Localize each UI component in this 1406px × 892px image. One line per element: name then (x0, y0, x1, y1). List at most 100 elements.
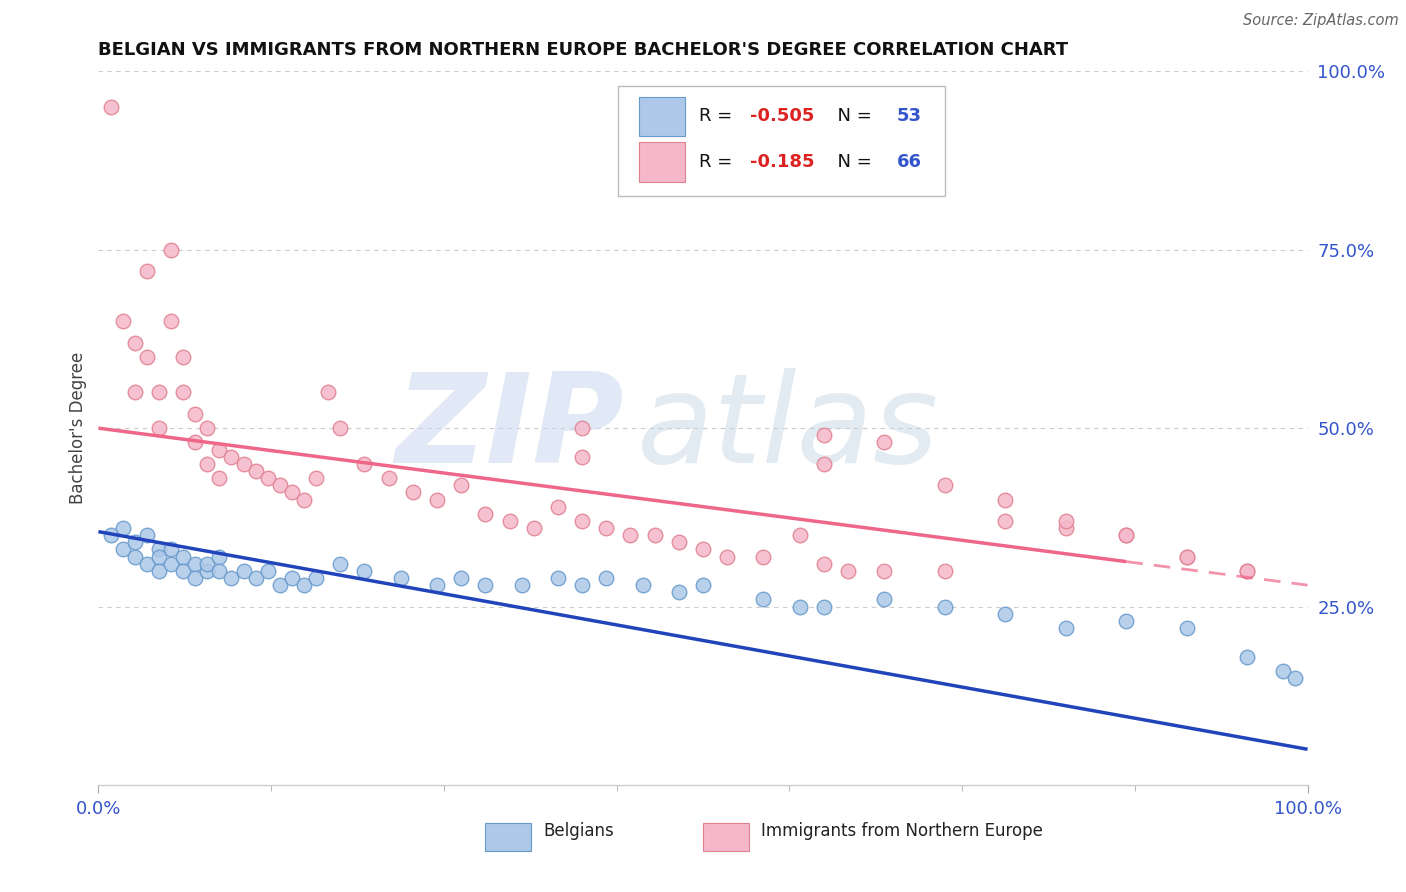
Point (281, 571, 304, 585)
Point (184, 407, 207, 421)
Point (873, 564, 896, 578)
Point (571, 514, 593, 528)
Point (934, 478, 956, 492)
Point (547, 500, 569, 514)
Point (353, 564, 375, 578)
Point (571, 450, 593, 464)
Text: Source: ZipAtlas.com: Source: ZipAtlas.com (1243, 13, 1399, 29)
Text: 66: 66 (897, 153, 921, 171)
Point (232, 457, 254, 471)
Point (994, 492, 1017, 507)
Text: R =: R = (699, 107, 738, 125)
Point (474, 507, 496, 521)
Point (450, 571, 472, 585)
Bar (638, 143, 685, 182)
Point (1115, 528, 1137, 542)
Text: 53: 53 (897, 107, 921, 125)
Point (124, 335, 146, 350)
Point (1236, 649, 1258, 664)
Point (692, 542, 714, 557)
Point (100, 528, 122, 542)
Point (1175, 621, 1198, 635)
Point (292, 578, 315, 592)
Point (221, 571, 243, 585)
Point (148, 421, 170, 435)
Point (221, 450, 243, 464)
Bar (703, 823, 749, 851)
FancyBboxPatch shape (619, 86, 945, 196)
Point (934, 564, 956, 578)
Point (752, 549, 775, 564)
Point (195, 557, 218, 571)
Point (208, 549, 231, 564)
Point (813, 457, 835, 471)
Point (1115, 528, 1137, 542)
Point (195, 564, 218, 578)
Point (1054, 521, 1077, 535)
Point (1054, 621, 1077, 635)
Point (135, 350, 157, 364)
Point (994, 607, 1017, 621)
Point (245, 571, 267, 585)
Point (813, 428, 835, 442)
Point (631, 578, 654, 592)
Point (813, 599, 835, 614)
Point (498, 514, 520, 528)
Point (208, 564, 231, 578)
Point (184, 557, 207, 571)
Point (1115, 614, 1137, 628)
Point (208, 442, 231, 457)
Point (124, 535, 146, 549)
Point (111, 521, 134, 535)
Text: Belgians: Belgians (543, 822, 614, 840)
Point (135, 557, 157, 571)
Text: R =: R = (699, 153, 738, 171)
Text: BELGIAN VS IMMIGRANTS FROM NORTHERN EUROPE BACHELOR'S DEGREE CORRELATION CHART: BELGIAN VS IMMIGRANTS FROM NORTHERN EURO… (98, 41, 1069, 59)
Point (1272, 664, 1295, 678)
Point (124, 549, 146, 564)
Bar (638, 96, 685, 136)
Point (160, 243, 183, 257)
Text: -0.505: -0.505 (751, 107, 814, 125)
Y-axis label: Bachelor's Degree: Bachelor's Degree (69, 352, 87, 504)
Point (813, 557, 835, 571)
Point (716, 549, 738, 564)
Point (256, 471, 278, 485)
Point (1236, 564, 1258, 578)
Point (426, 492, 449, 507)
Point (1284, 671, 1306, 685)
Point (195, 421, 218, 435)
Point (571, 578, 593, 592)
Point (124, 385, 146, 400)
Point (668, 535, 690, 549)
Point (934, 599, 956, 614)
Point (172, 350, 194, 364)
Point (510, 578, 533, 592)
Point (389, 571, 412, 585)
Point (1175, 549, 1198, 564)
Point (184, 571, 207, 585)
Point (160, 314, 183, 328)
Point (450, 478, 472, 492)
Point (644, 528, 666, 542)
Point (269, 478, 291, 492)
Point (195, 457, 218, 471)
Point (160, 542, 183, 557)
Point (111, 314, 134, 328)
Point (523, 521, 546, 535)
Point (329, 557, 352, 571)
Text: -0.185: -0.185 (751, 153, 814, 171)
Text: ZIP: ZIP (395, 368, 624, 489)
Point (571, 421, 593, 435)
Point (160, 557, 183, 571)
Text: N =: N = (827, 153, 877, 171)
Point (595, 571, 617, 585)
Point (692, 578, 714, 592)
Text: Immigrants from Northern Europe: Immigrants from Northern Europe (761, 822, 1043, 840)
Point (377, 471, 399, 485)
Point (547, 571, 569, 585)
Point (148, 564, 170, 578)
Point (135, 264, 157, 278)
Point (402, 485, 425, 500)
Point (184, 435, 207, 450)
